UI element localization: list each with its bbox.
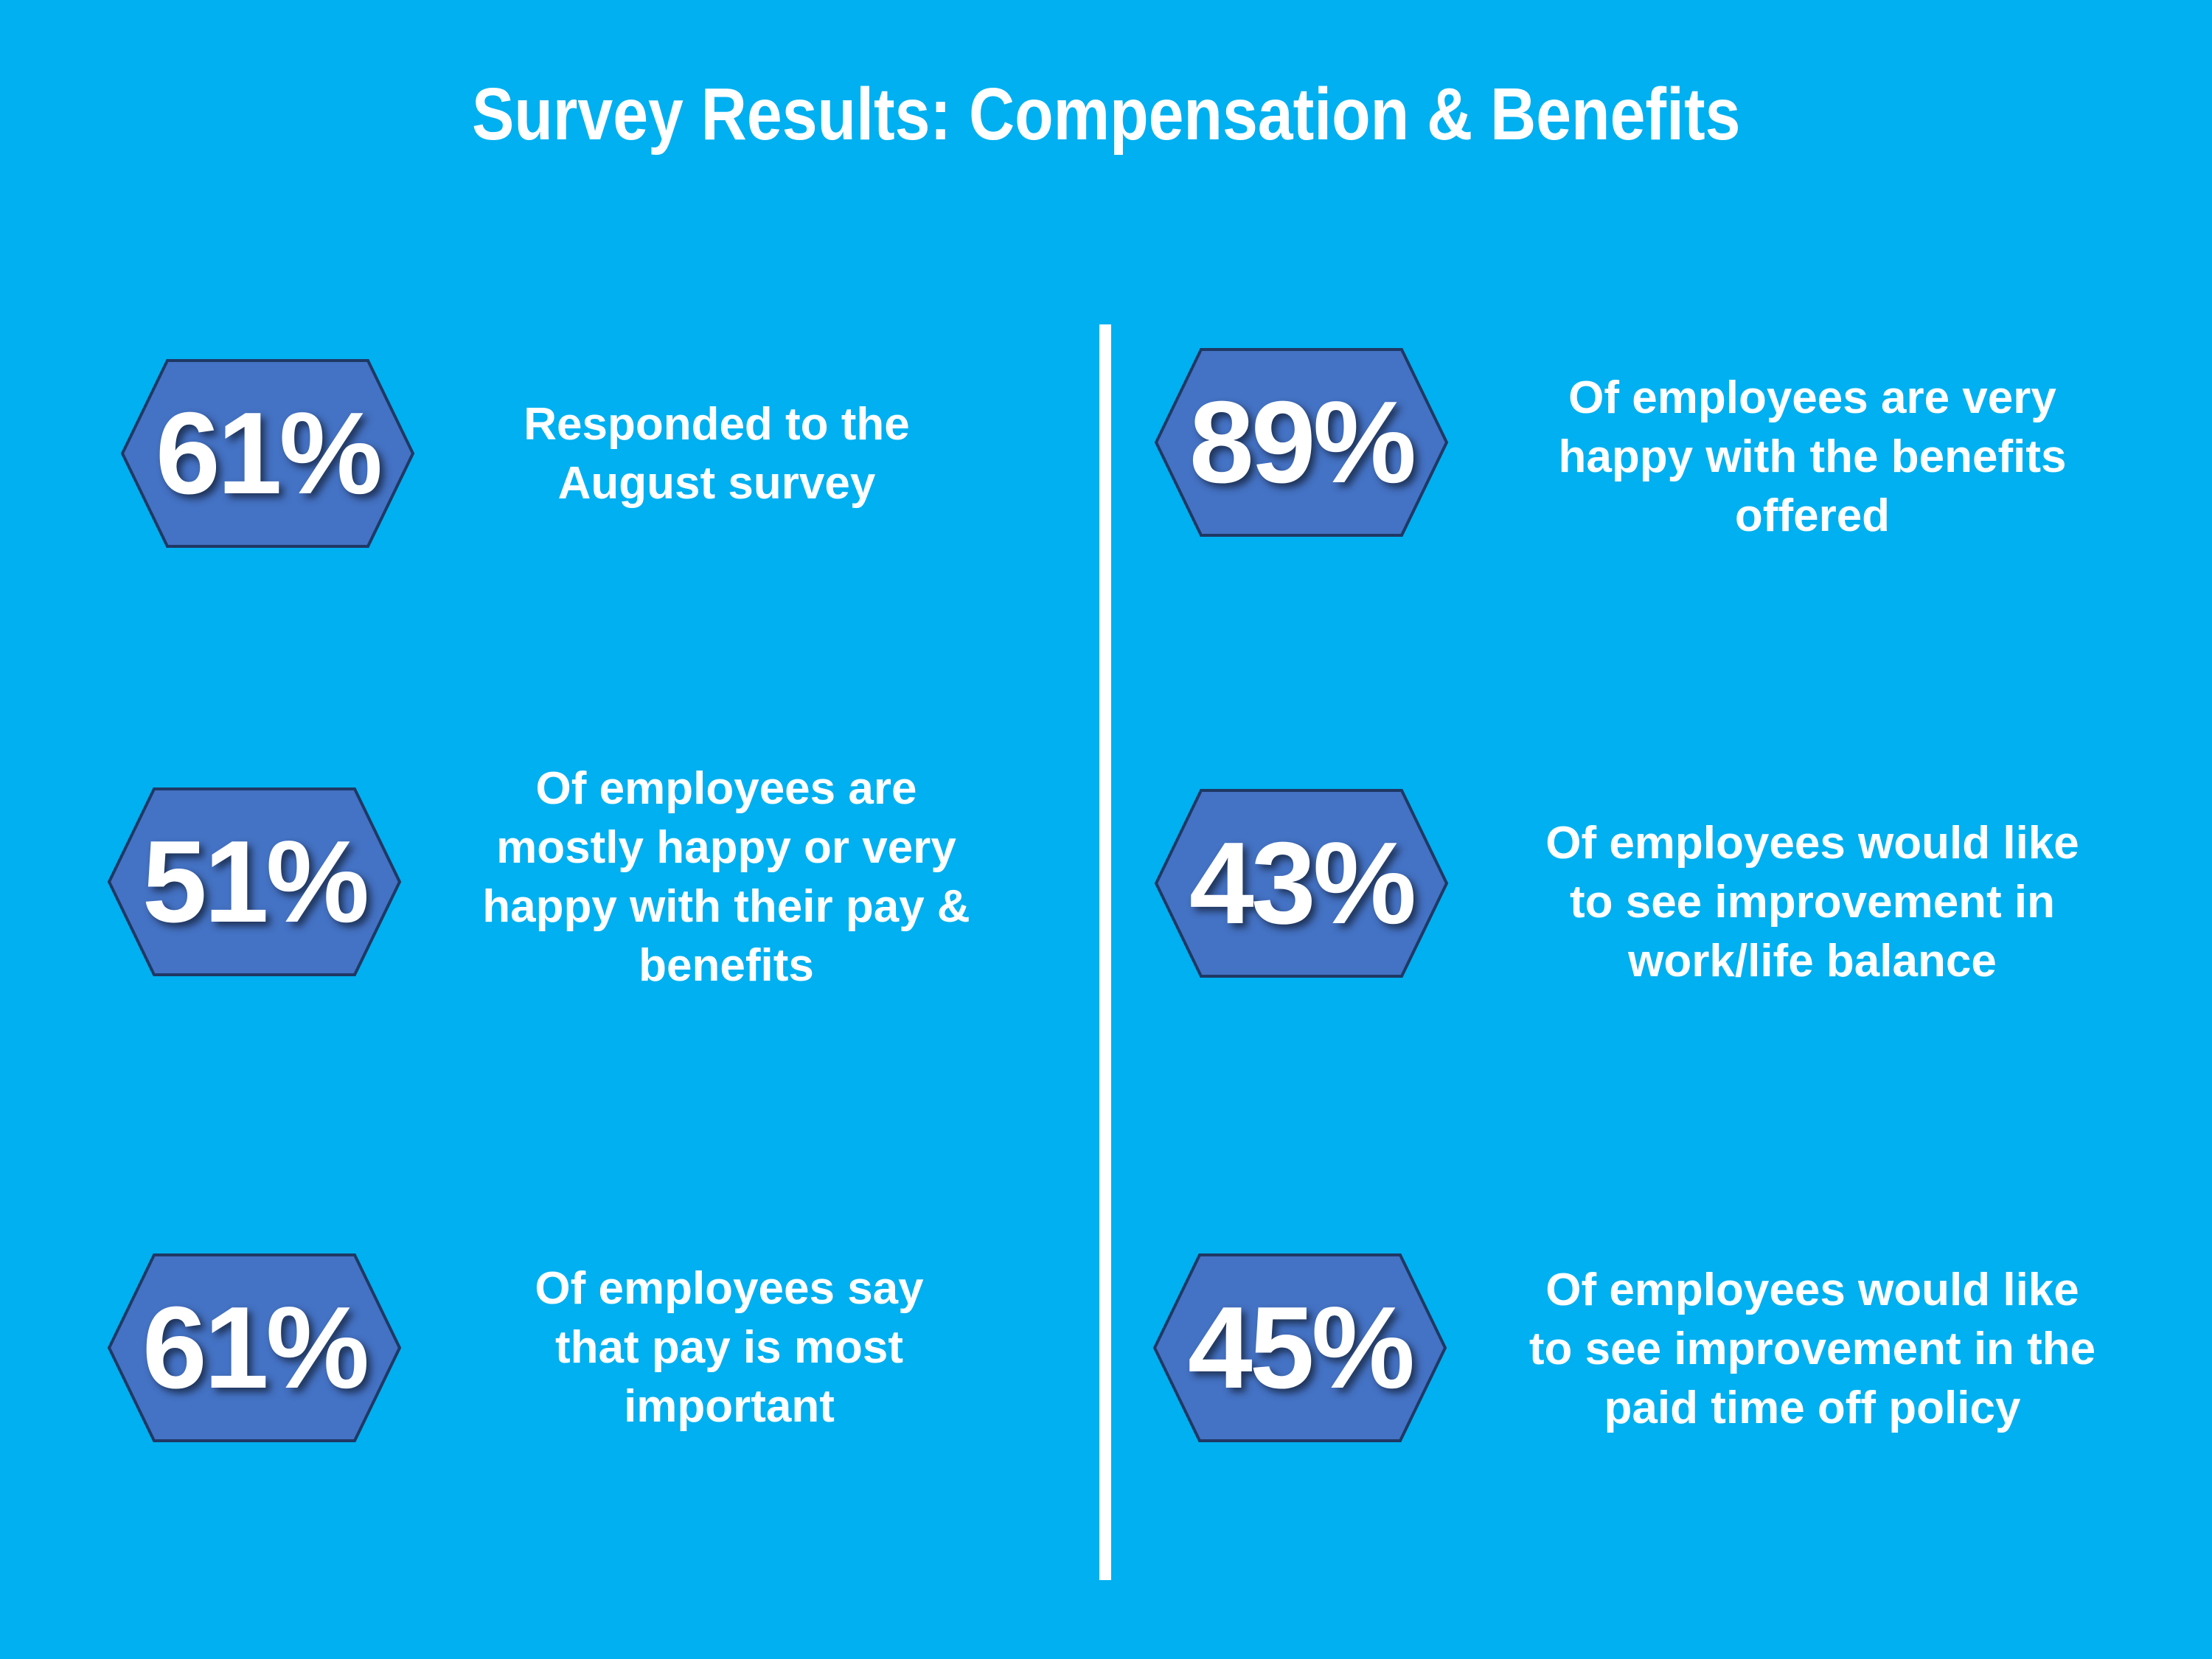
description-line: to see improvement in the xyxy=(1528,1324,2096,1374)
description-line: Of employees would like xyxy=(1545,1265,2079,1315)
stat-description: Responded to the August survey xyxy=(414,395,1019,513)
description-line: benefits xyxy=(639,940,814,991)
hexagon-shape xyxy=(120,359,415,548)
stat-value: 43% xyxy=(1189,818,1416,948)
description-line: that pay is most xyxy=(555,1322,903,1373)
stat-value: 61% xyxy=(142,1282,369,1413)
description-line: important xyxy=(624,1381,835,1432)
stat-description: Of employees would like to see improvemen… xyxy=(1510,1261,2115,1438)
description-line: Responded to the xyxy=(524,399,910,450)
stat-hexagon: 51% xyxy=(107,787,402,977)
stat-description: Of employees are mostly happy or very happ… xyxy=(424,759,1029,995)
stat-hexagon: 89% xyxy=(1154,347,1449,538)
stat-description: Of employees say that pay is most importan… xyxy=(427,1259,1032,1436)
stat-value: 89% xyxy=(1189,377,1416,507)
description-line: happy with the benefits xyxy=(1558,431,2067,482)
stat-description: Of employees are very happy with the bene… xyxy=(1510,369,2115,546)
page-title: Survey Results: Compensation & Benefits xyxy=(471,73,1741,156)
description-line: Of employees would like xyxy=(1545,818,2079,869)
stat-description: Of employees would like to see improvemen… xyxy=(1510,814,2115,991)
description-line: offered xyxy=(1734,490,1891,541)
hexagon-shape xyxy=(1154,348,1449,537)
stat-hexagon: 43% xyxy=(1154,788,1449,978)
description-line: paid time off policy xyxy=(1604,1382,2021,1433)
stat-value: 45% xyxy=(1187,1282,1415,1413)
description-line: work/life balance xyxy=(1628,936,1997,987)
description-line: Of employees are very xyxy=(1568,372,2056,423)
description-line: August survey xyxy=(557,458,876,509)
description-line: happy with their pay & xyxy=(482,881,970,932)
column-divider xyxy=(1099,324,1111,1580)
stat-hexagon: 61% xyxy=(120,358,415,549)
stat-value: 51% xyxy=(142,816,369,947)
hexagon-shape xyxy=(107,1253,402,1442)
stat-value: 61% xyxy=(155,388,383,518)
description-line: Of employees are xyxy=(535,763,917,814)
description-line: mostly happy or very xyxy=(496,822,956,873)
stat-hexagon: 61% xyxy=(107,1253,402,1443)
stat-hexagon: 45% xyxy=(1152,1253,1447,1443)
description-line: Of employees say xyxy=(535,1263,924,1314)
hexagon-shape xyxy=(107,787,402,976)
description-line: to see improvement in xyxy=(1569,877,2056,928)
hexagon-shape xyxy=(1152,1253,1447,1442)
hexagon-shape xyxy=(1154,789,1449,978)
